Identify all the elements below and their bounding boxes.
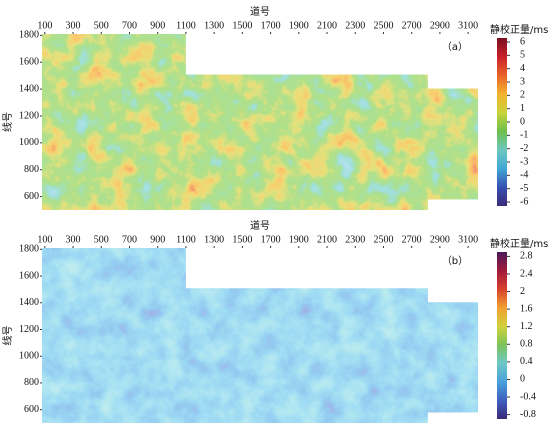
x-tick-label: 1300 [204, 20, 224, 31]
colorbar-tick-label: -5 [520, 183, 528, 194]
colorbar-tick-label: -2 [520, 143, 528, 154]
x-tick-label: 300 [66, 234, 81, 245]
x-tick-label: 500 [94, 234, 109, 245]
map-texture [42, 248, 478, 423]
colorbar-tick-label: 0 [520, 116, 525, 127]
colorbar-tick-label: 5 [520, 50, 525, 61]
colorbar [497, 252, 507, 419]
x-tick-label: 700 [122, 20, 137, 31]
x-tick-label: 1100 [176, 20, 196, 31]
x-tick-label: 2100 [317, 234, 337, 245]
y-tick-label: 1000 [19, 137, 39, 148]
x-tick-label: 1700 [261, 20, 281, 31]
x-tick-label: 2300 [345, 234, 365, 245]
x-tick-label: 900 [150, 234, 165, 245]
y-tick-label: 800 [24, 377, 39, 388]
colorbar-tick-label: 3 [520, 76, 525, 87]
x-tick-label: 2500 [373, 234, 393, 245]
panel-label: （b） [442, 255, 468, 267]
colorbar-tick-label: 2 [520, 286, 525, 297]
y-tick-label: 800 [24, 164, 39, 175]
x-tick-label: 1500 [232, 20, 252, 31]
y-tick-label: 1800 [19, 244, 39, 255]
x-axis-label: 道号 [250, 5, 270, 18]
y-axis-label: 线号 [1, 326, 14, 346]
x-tick-label: 700 [122, 234, 137, 245]
x-tick-label: 100 [37, 234, 52, 245]
x-tick-label: 2100 [317, 20, 337, 31]
x-tick-label: 1900 [289, 20, 309, 31]
colorbar-tick-label: -4 [520, 170, 528, 181]
x-tick-label: 100 [37, 20, 52, 31]
colorbar-tick-label: -0.8 [520, 409, 536, 420]
y-tick-label: 1200 [19, 110, 39, 121]
x-tick-label: 500 [94, 20, 109, 31]
x-tick-label: 2700 [402, 234, 422, 245]
y-tick-label: 1400 [19, 297, 39, 308]
y-tick-label: 600 [24, 191, 39, 202]
map [42, 248, 478, 423]
x-tick-label: 2300 [345, 20, 365, 31]
y-tick-label: 600 [24, 404, 39, 415]
colorbar-tick-label: -6 [520, 196, 528, 207]
x-tick-label: 1900 [289, 234, 309, 245]
colorbar-tick-label: 2 [520, 90, 525, 101]
x-tick-label: 2900 [430, 234, 450, 245]
colorbar-tick-label: 1 [520, 103, 525, 114]
x-tick-label: 300 [66, 20, 81, 31]
x-tick-label: 1500 [232, 234, 252, 245]
x-axis-label: 道号 [250, 219, 270, 232]
x-tick-label: 1700 [261, 234, 281, 245]
y-tick-label: 1400 [19, 83, 39, 94]
x-tick-label: 1300 [204, 234, 224, 245]
y-tick-label: 1000 [19, 351, 39, 362]
y-tick-label: 1600 [19, 57, 39, 68]
colorbar-tick-label: 6 [520, 36, 525, 47]
colorbar-tick-label: 2.4 [520, 268, 533, 279]
colorbar-tick-label: 1.6 [520, 303, 533, 314]
x-tick-label: 900 [150, 20, 165, 31]
panel-label: （a） [442, 41, 468, 53]
y-tick-label: 1200 [19, 324, 39, 335]
colorbar-title: 静校正量/ms [490, 23, 548, 36]
colorbar-tick-label: 0.8 [520, 339, 533, 350]
x-tick-label: 1100 [176, 234, 196, 245]
colorbar-tick-label: 2.8 [520, 251, 533, 262]
y-axis-label: 线号 [1, 112, 14, 132]
colorbar-tick-label: -3 [520, 156, 528, 167]
colorbar-title: 静校正量/ms [490, 237, 548, 250]
x-tick-label: 2700 [402, 20, 422, 31]
y-tick-label: 1800 [19, 30, 39, 41]
map [42, 34, 478, 210]
colorbar-tick-label: 4 [520, 63, 525, 74]
x-tick-label: 2500 [373, 20, 393, 31]
x-tick-label: 2900 [430, 20, 450, 31]
colorbar [497, 38, 507, 206]
colorbar-tick-label: 1.2 [520, 321, 533, 332]
colorbar-tick-label: -0.4 [520, 391, 536, 402]
y-tick-label: 1600 [19, 270, 39, 281]
colorbar-tick-label: -1 [520, 130, 528, 141]
x-tick-label: 3100 [458, 20, 478, 31]
x-tick-label: 3100 [458, 234, 478, 245]
colorbar-tick-label: 0.4 [520, 356, 533, 367]
colorbar-tick-label: 0 [520, 374, 525, 385]
map-texture [42, 34, 478, 210]
